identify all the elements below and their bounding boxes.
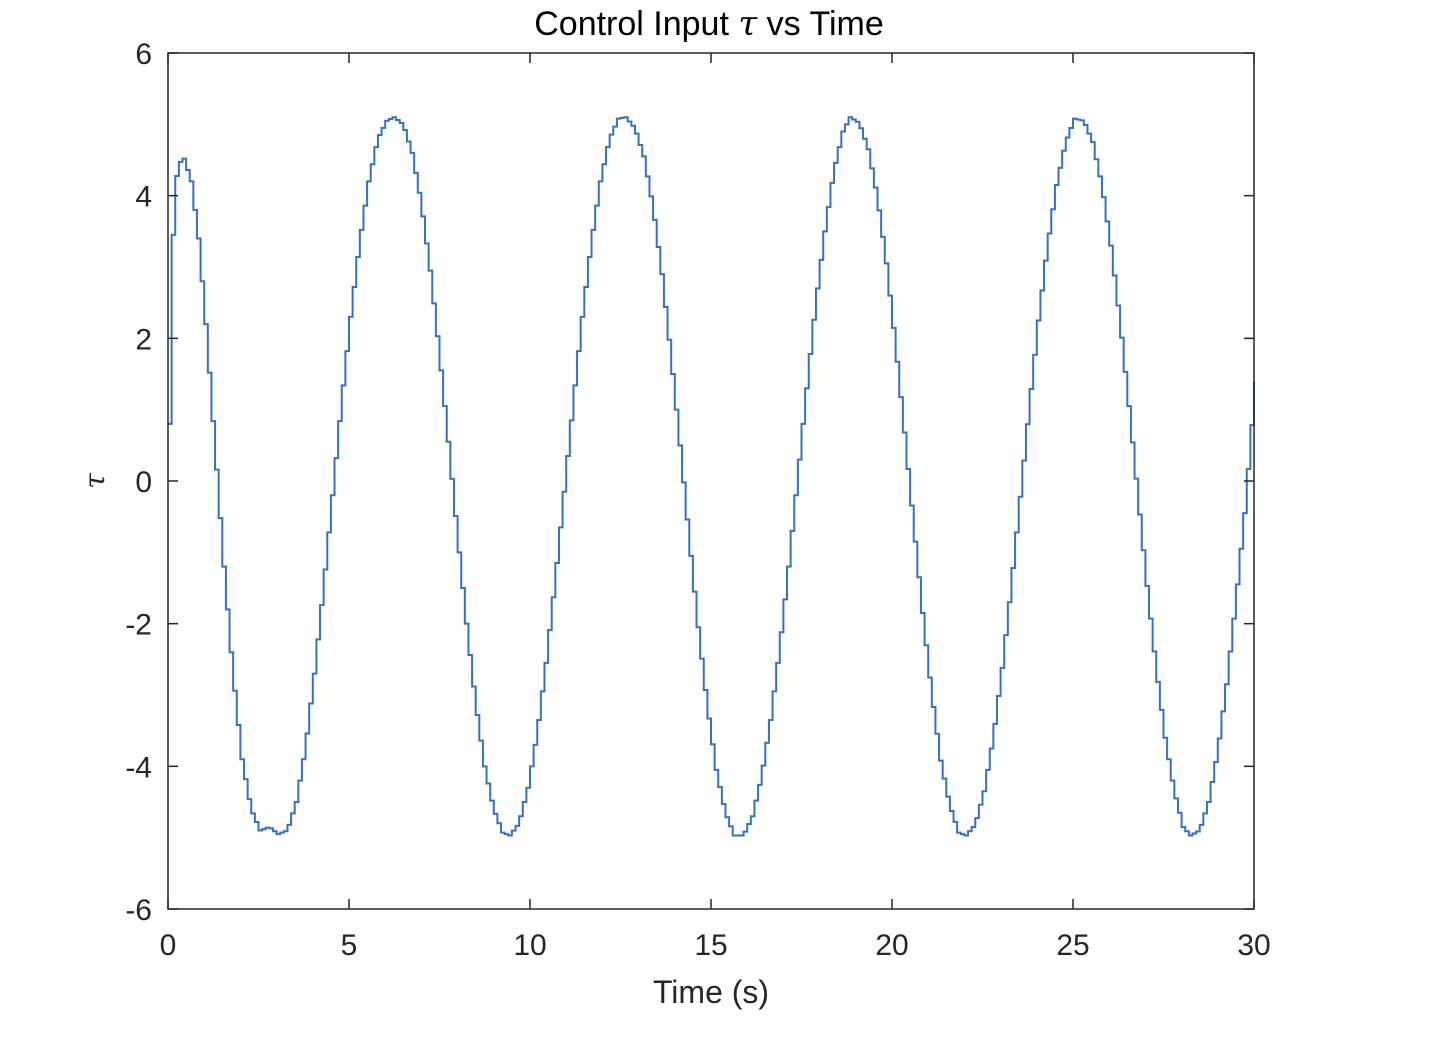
x-tick-label: 15 xyxy=(694,929,727,962)
y-tick-label: 6 xyxy=(135,38,152,71)
x-axis-label: Time (s) xyxy=(653,974,769,1010)
y-axis-label: τ xyxy=(78,473,111,489)
x-tick-label: 5 xyxy=(341,929,358,962)
title-prefix: Control Input xyxy=(534,5,738,43)
y-tick-label: 2 xyxy=(135,323,152,356)
plot-area xyxy=(168,53,1254,909)
x-tick-label: 30 xyxy=(1237,929,1270,962)
axes-box xyxy=(167,52,1255,910)
series-line xyxy=(168,116,1255,837)
chart-title: Control Input τ vs Time xyxy=(534,4,884,44)
x-tick-label: 20 xyxy=(875,929,908,962)
title-suffix: vs Time xyxy=(757,5,884,43)
y-tick-label: 0 xyxy=(135,466,152,499)
y-tick-label: 4 xyxy=(135,181,152,214)
y-tick-label: -6 xyxy=(125,894,152,927)
y-tick-labels: -6 -4 -2 0 2 4 6 xyxy=(125,38,152,927)
title-symbol: τ xyxy=(738,4,758,44)
y-tick-label: -4 xyxy=(125,751,152,784)
series-layer xyxy=(168,116,1255,837)
x-tick-label: 10 xyxy=(513,929,546,962)
x-tick-label: 0 xyxy=(160,929,177,962)
x-tick-label: 25 xyxy=(1056,929,1089,962)
y-tick-label: -2 xyxy=(125,609,152,642)
x-tick-labels: 0 5 10 15 20 25 30 xyxy=(160,929,1271,962)
